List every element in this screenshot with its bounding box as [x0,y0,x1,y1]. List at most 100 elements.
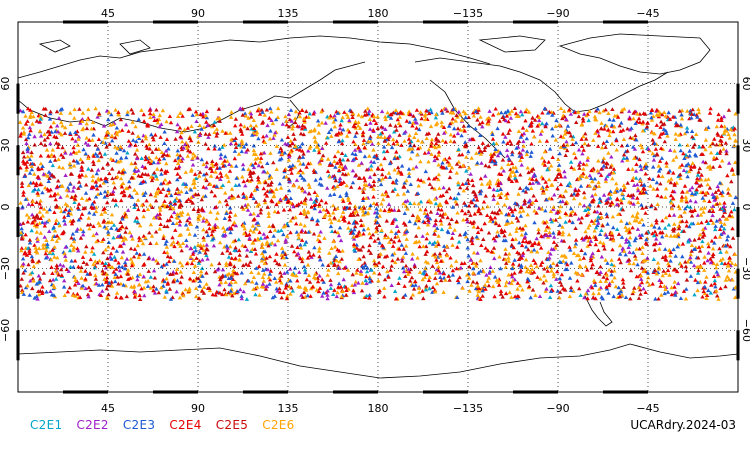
observation-point [357,147,362,152]
observation-point [461,109,466,114]
observation-point [639,145,645,150]
observation-point [282,150,288,155]
observation-point [327,163,332,167]
observation-point [479,182,484,186]
observation-point [706,244,711,249]
observation-point [26,183,31,188]
observation-point [439,120,444,124]
observation-point [540,110,545,115]
observation-point [290,201,295,206]
observation-point [403,251,409,255]
observation-point [468,172,473,176]
observation-point [591,138,596,142]
observation-point [448,195,453,200]
observation-point [34,200,39,204]
observation-point [388,116,394,120]
observation-point [380,172,385,177]
observation-point [568,112,574,116]
observation-point [18,283,23,288]
observation-point [101,180,106,185]
observation-point [474,280,480,285]
observation-point [724,148,729,153]
observation-point [212,193,218,198]
observation-point [359,288,365,293]
observation-point [220,292,225,297]
observation-point [265,267,271,272]
observation-point [486,115,491,120]
observation-point [590,285,595,290]
observation-point [443,139,448,144]
observation-point [323,200,329,205]
observation-point [86,138,92,142]
observation-point [427,216,433,221]
observation-point [30,257,35,262]
observation-point [668,193,674,198]
observation-point [697,144,702,149]
observation-point [173,191,178,195]
observation-point [211,234,216,239]
observation-point [619,107,625,112]
observation-point [414,234,419,238]
observation-point [133,169,138,173]
observation-point [718,258,723,263]
observation-point [590,251,595,256]
observation-point [152,170,157,175]
observation-point [188,198,194,203]
observation-point [249,177,254,182]
observation-point [165,169,170,174]
observation-point [644,230,649,235]
observation-point [178,244,183,248]
observation-point [345,115,351,119]
observation-point [220,274,225,279]
observation-point [253,152,258,156]
observation-point [684,277,690,282]
observation-point [585,204,591,209]
observation-point [610,247,615,252]
observation-point [487,179,493,183]
observation-point [27,249,32,253]
observation-point [456,191,461,196]
observation-point [47,176,52,180]
observation-point [425,222,431,227]
observation-point [503,134,508,139]
observation-point [110,176,115,181]
observation-point [71,145,76,150]
observation-point [374,206,379,211]
observation-point [382,156,387,161]
observation-point [702,260,707,265]
observation-point [601,241,606,245]
observation-point [503,251,508,256]
observation-point [614,147,619,152]
observation-point [386,170,392,175]
observation-point [164,245,169,249]
observation-point [723,140,729,145]
observation-point [384,253,390,258]
observation-point [422,151,428,155]
observation-point [71,149,76,154]
observation-point [201,216,206,220]
observation-point [219,174,224,178]
observation-point [256,177,261,182]
observation-point [394,224,400,228]
observation-point [551,274,556,279]
observation-point [432,252,438,256]
observation-point [142,293,147,298]
observation-point [215,131,220,135]
observation-point [185,218,190,223]
observation-point [93,276,99,281]
observation-point [27,125,33,130]
observation-point [325,169,331,173]
observation-point [371,114,377,119]
coast-svalbard [38,39,71,53]
observation-point [93,259,98,264]
observation-point [227,169,233,173]
observation-point [405,272,411,276]
observation-point [695,172,701,177]
observation-point [92,265,97,270]
observation-point [286,124,292,129]
observation-point [583,264,588,269]
observation-point [329,134,334,138]
observation-point [257,112,263,116]
observation-point [67,161,72,166]
observation-point [260,281,266,286]
